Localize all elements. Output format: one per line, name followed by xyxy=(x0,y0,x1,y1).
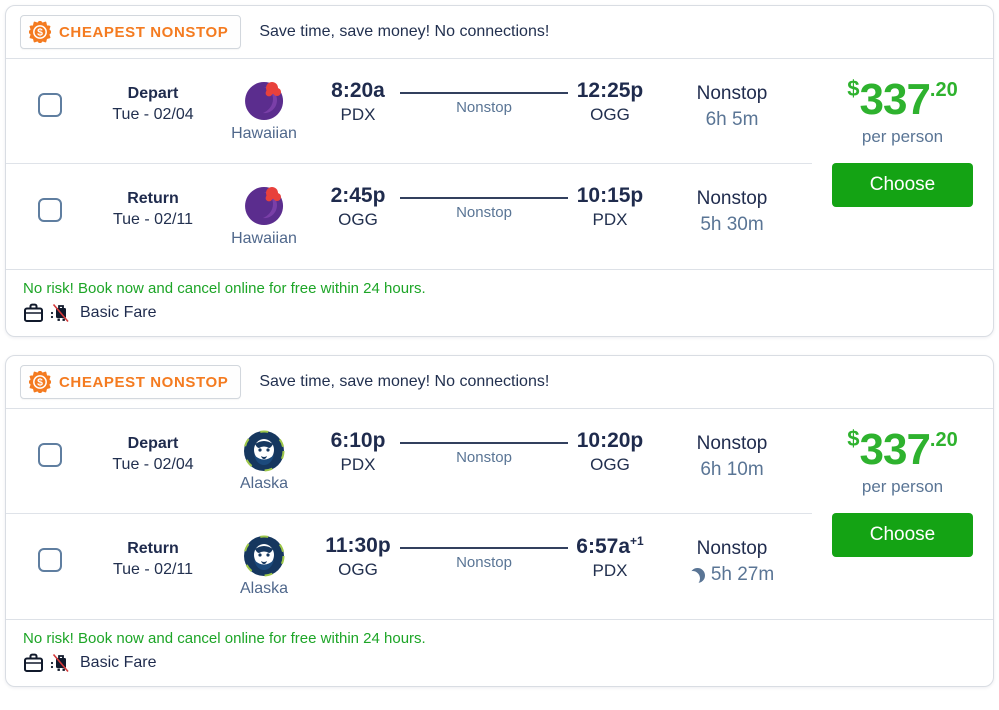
flight-duration: 6h 10m xyxy=(700,459,764,480)
price-column: $337.20 per person Choose xyxy=(812,409,993,619)
flight-duration: 5h 30m xyxy=(700,214,764,235)
cheapest-nonstop-badge: CHEAPEST NONSTOP xyxy=(20,15,242,49)
dollar-seal-icon xyxy=(29,371,51,393)
direction-label: Return xyxy=(127,190,179,207)
price-cents: .20 xyxy=(929,79,958,101)
arrival-airport: OGG xyxy=(590,455,630,474)
hawaiian-airlines-logo-icon xyxy=(244,81,284,121)
airline-name: Alaska xyxy=(239,475,289,492)
card-header: CHEAPEST NONSTOP Save time, save money! … xyxy=(6,356,993,409)
badge-label: CHEAPEST NONSTOP xyxy=(59,373,229,391)
segment-stops-label: Nonstop xyxy=(456,554,512,571)
direction-label: Depart xyxy=(127,435,179,452)
depart-flight-checkbox[interactable] xyxy=(38,443,62,467)
arrival-airport: PDX xyxy=(592,561,628,580)
flight-duration: 6h 5m xyxy=(705,109,759,130)
airline-name: Hawaiian xyxy=(231,125,297,142)
flight-date: Tue - 02/11 xyxy=(112,211,194,228)
choose-button[interactable]: Choose xyxy=(831,513,974,557)
segment-stops-label: Nonstop xyxy=(456,204,512,221)
risk-free-note: No risk! Book now and cancel online for … xyxy=(23,280,426,297)
depart-flight-checkbox[interactable] xyxy=(38,93,62,117)
return-flight-checkbox[interactable] xyxy=(38,548,62,572)
departure-time: 2:45p xyxy=(330,184,386,207)
flight-date: Tue - 02/11 xyxy=(112,561,194,578)
flight-date: Tue - 02/04 xyxy=(112,456,194,473)
flight-row-return: Return Tue - 02/11 Hawaiian 2:45p OGG No… xyxy=(6,164,812,269)
price-dollars: 337 xyxy=(859,425,931,474)
flight-date: Tue - 02/04 xyxy=(112,106,194,123)
no-checked-bag-icon xyxy=(50,653,69,672)
flight-row-depart: Depart Tue - 02/04 Alaska 6:10p PDX Nons… xyxy=(6,409,812,514)
hawaiian-airlines-logo-icon xyxy=(244,186,284,226)
choose-button[interactable]: Choose xyxy=(831,163,974,207)
card-footer: No risk! Book now and cancel online for … xyxy=(6,619,993,686)
stops-label: Nonstop xyxy=(696,433,768,454)
moon-icon xyxy=(690,568,705,583)
departure-time: 6:10p xyxy=(330,429,386,452)
dollar-seal-icon xyxy=(29,21,51,43)
arrival-airport: OGG xyxy=(590,105,630,124)
departure-time: 8:20a xyxy=(331,79,385,102)
badge-label: CHEAPEST NONSTOP xyxy=(59,23,229,41)
stops-label: Nonstop xyxy=(696,83,768,104)
airline-name: Hawaiian xyxy=(231,230,297,247)
tagline-text: Save time, save money! No connections! xyxy=(259,373,550,390)
segment-stops-label: Nonstop xyxy=(456,449,512,466)
fare-type-label: Basic Fare xyxy=(80,653,157,671)
card-header: CHEAPEST NONSTOP Save time, save money! … xyxy=(6,6,993,59)
direction-label: Return xyxy=(127,540,179,557)
flight-path-line xyxy=(400,442,568,444)
flight-duration: 5h 27m xyxy=(652,564,812,586)
price-dollars: 337 xyxy=(859,75,931,124)
arrival-time: 6:57a+1 xyxy=(576,534,644,558)
carry-on-bag-icon xyxy=(24,303,43,322)
carry-on-bag-icon xyxy=(24,653,43,672)
alaska-airlines-logo-icon xyxy=(243,535,285,577)
arrival-airport: PDX xyxy=(592,210,628,229)
risk-free-note: No risk! Book now and cancel online for … xyxy=(23,630,426,647)
price: $337.20 xyxy=(812,75,993,125)
departure-airport: OGG xyxy=(338,210,378,229)
flight-path-line xyxy=(400,92,568,94)
flight-row-depart: Depart Tue - 02/04 Hawaiian 8:20a PDX No… xyxy=(6,59,812,164)
no-checked-bag-icon xyxy=(50,303,69,322)
fare-type-label: Basic Fare xyxy=(80,303,157,321)
departure-airport: OGG xyxy=(338,560,378,579)
cheapest-nonstop-badge: CHEAPEST NONSTOP xyxy=(20,365,242,399)
flight-option-card: CHEAPEST NONSTOP Save time, save money! … xyxy=(5,355,994,687)
per-person-label: per person xyxy=(861,477,944,496)
price-currency: $ xyxy=(847,426,860,451)
next-day-indicator: +1 xyxy=(630,534,644,548)
price: $337.20 xyxy=(812,425,993,475)
flight-row-return: Return Tue - 02/11 Alaska 11:30p OGG Non… xyxy=(6,514,812,619)
airline-name: Alaska xyxy=(239,580,289,597)
alaska-airlines-logo-icon xyxy=(243,430,285,472)
card-footer: No risk! Book now and cancel online for … xyxy=(6,269,993,336)
flight-path-line xyxy=(400,197,568,199)
departure-airport: PDX xyxy=(340,455,376,474)
price-column: $337.20 per person Choose xyxy=(812,59,993,269)
flight-option-card: CHEAPEST NONSTOP Save time, save money! … xyxy=(5,5,994,337)
per-person-label: per person xyxy=(861,127,944,146)
flight-path-line xyxy=(400,547,568,549)
stops-label: Nonstop xyxy=(696,188,768,209)
price-currency: $ xyxy=(847,76,860,101)
arrival-time: 10:15p xyxy=(576,184,644,207)
arrival-time: 10:20p xyxy=(576,429,644,452)
direction-label: Depart xyxy=(127,85,179,102)
arrival-time: 12:25p xyxy=(576,79,644,102)
segment-stops-label: Nonstop xyxy=(456,99,512,116)
price-cents: .20 xyxy=(929,429,958,451)
departure-time: 11:30p xyxy=(325,534,391,557)
departure-airport: PDX xyxy=(340,105,376,124)
return-flight-checkbox[interactable] xyxy=(38,198,62,222)
tagline-text: Save time, save money! No connections! xyxy=(259,23,550,40)
stops-label: Nonstop xyxy=(696,538,768,559)
